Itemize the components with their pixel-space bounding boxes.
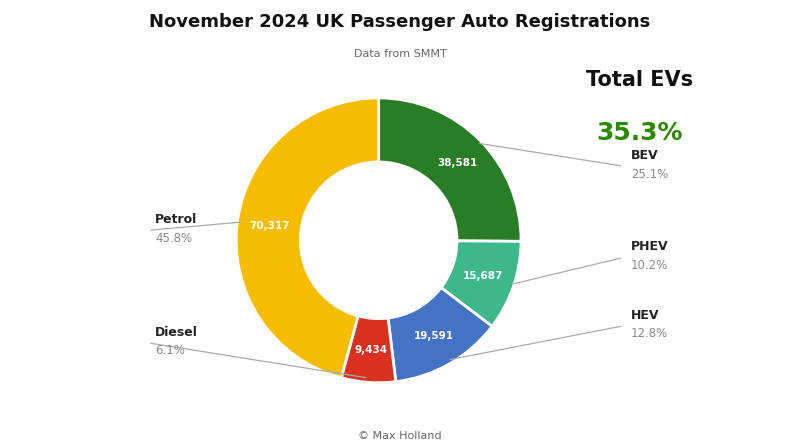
Text: 19,591: 19,591 (414, 331, 454, 341)
Text: 6.1%: 6.1% (155, 344, 185, 357)
Text: Data from SMMT: Data from SMMT (354, 49, 446, 59)
Text: Total EVs: Total EVs (586, 70, 694, 90)
Text: Petrol: Petrol (155, 213, 198, 226)
Text: 45.8%: 45.8% (155, 232, 192, 245)
Text: PHEV: PHEV (630, 240, 668, 253)
Text: 35.3%: 35.3% (597, 121, 683, 146)
Wedge shape (342, 316, 396, 383)
Text: November 2024 UK Passenger Auto Registrations: November 2024 UK Passenger Auto Registra… (150, 13, 650, 31)
Text: 12.8%: 12.8% (630, 327, 668, 340)
Wedge shape (388, 287, 492, 382)
Text: 70,317: 70,317 (249, 221, 290, 231)
Text: © Max Holland: © Max Holland (358, 431, 442, 441)
Text: 10.2%: 10.2% (630, 259, 668, 272)
Wedge shape (378, 98, 521, 241)
Text: 38,581: 38,581 (437, 158, 477, 168)
Text: 15,687: 15,687 (463, 271, 503, 281)
Text: 9,434: 9,434 (354, 345, 387, 356)
Text: BEV: BEV (630, 149, 658, 162)
Text: HEV: HEV (630, 308, 659, 322)
Wedge shape (236, 98, 378, 378)
Wedge shape (441, 241, 521, 326)
Text: 25.1%: 25.1% (630, 168, 668, 181)
Text: Diesel: Diesel (155, 326, 198, 339)
